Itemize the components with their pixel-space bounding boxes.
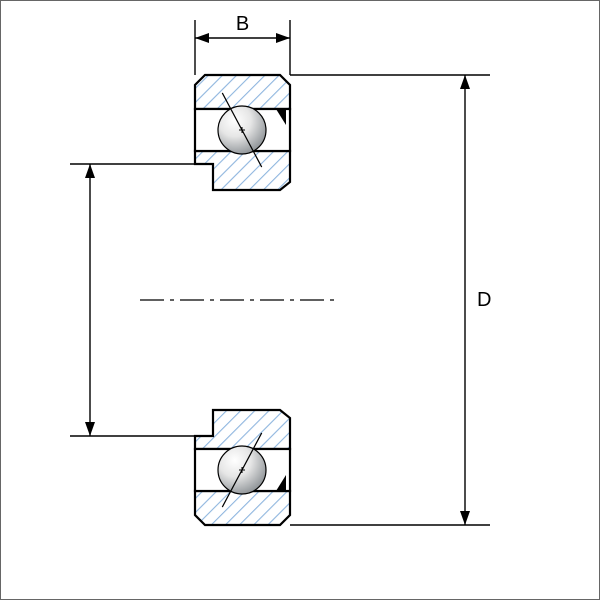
bearing-section-drawing: BD [0,0,600,600]
dim-d-label: D [477,289,491,311]
inner-ring-bottom [195,410,290,449]
outer-ring-bottom [195,491,290,525]
dim-b-label: B [236,13,249,35]
outer-ring-top [195,75,290,109]
inner-ring-top [195,151,290,190]
